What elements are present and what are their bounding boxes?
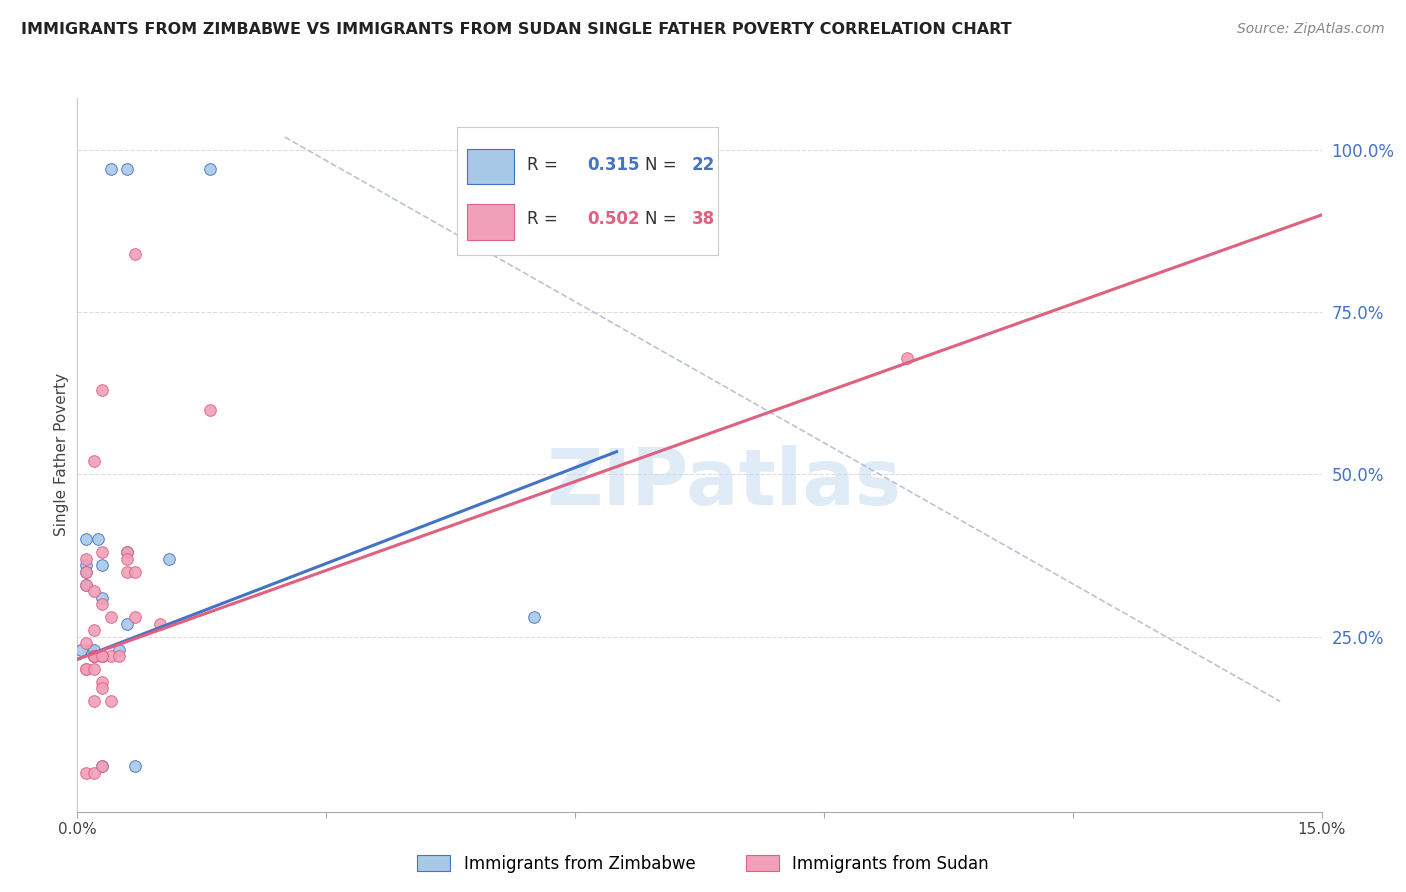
Point <box>523 610 546 624</box>
Text: Source: ZipAtlas.com: Source: ZipAtlas.com <box>1237 22 1385 37</box>
Point <box>100 648 122 663</box>
Point <box>198 162 221 177</box>
Point <box>124 247 146 261</box>
Point <box>124 610 146 624</box>
Point <box>100 610 122 624</box>
Point <box>91 681 114 696</box>
Point <box>115 545 138 559</box>
Point <box>157 551 180 566</box>
Point <box>83 662 105 676</box>
Point <box>83 694 105 708</box>
Point <box>896 351 918 365</box>
Point <box>91 545 114 559</box>
Point <box>91 591 114 605</box>
Point <box>91 558 114 573</box>
Point <box>75 662 97 676</box>
Point <box>75 558 97 573</box>
Point <box>83 642 105 657</box>
Point <box>83 454 105 468</box>
Point <box>87 533 110 547</box>
Point <box>91 759 114 773</box>
Point <box>115 162 138 177</box>
Point <box>115 565 138 579</box>
Point <box>83 648 105 663</box>
Point <box>91 648 114 663</box>
Point <box>115 551 138 566</box>
Point <box>75 577 97 591</box>
Legend: Immigrants from Zimbabwe, Immigrants from Sudan: Immigrants from Zimbabwe, Immigrants fro… <box>411 848 995 880</box>
Point <box>75 533 97 547</box>
Point <box>83 648 105 663</box>
Point <box>91 648 114 663</box>
Point <box>75 565 97 579</box>
Point <box>79 642 101 657</box>
Point <box>91 648 114 663</box>
Point <box>108 648 131 663</box>
Point <box>83 623 105 637</box>
Point <box>91 675 114 690</box>
Point <box>124 759 146 773</box>
Point <box>198 402 221 417</box>
Point <box>75 577 97 591</box>
Point <box>124 565 146 579</box>
Point <box>91 759 114 773</box>
Point <box>75 662 97 676</box>
Point <box>75 565 97 579</box>
Point <box>100 694 122 708</box>
Text: ZIPatlas: ZIPatlas <box>547 445 901 522</box>
Point <box>83 584 105 599</box>
Point <box>70 642 93 657</box>
Point <box>100 162 122 177</box>
Point <box>75 551 97 566</box>
Point <box>149 616 172 631</box>
Point <box>91 648 114 663</box>
Point <box>75 765 97 780</box>
Point <box>83 765 105 780</box>
Point <box>115 545 138 559</box>
Text: IMMIGRANTS FROM ZIMBABWE VS IMMIGRANTS FROM SUDAN SINGLE FATHER POVERTY CORRELAT: IMMIGRANTS FROM ZIMBABWE VS IMMIGRANTS F… <box>21 22 1012 37</box>
Point <box>91 383 114 397</box>
Y-axis label: Single Father Poverty: Single Father Poverty <box>53 374 69 536</box>
Point <box>83 648 105 663</box>
Point <box>91 597 114 611</box>
Point <box>108 642 131 657</box>
Point <box>75 636 97 650</box>
Point <box>83 648 105 663</box>
Point <box>115 616 138 631</box>
